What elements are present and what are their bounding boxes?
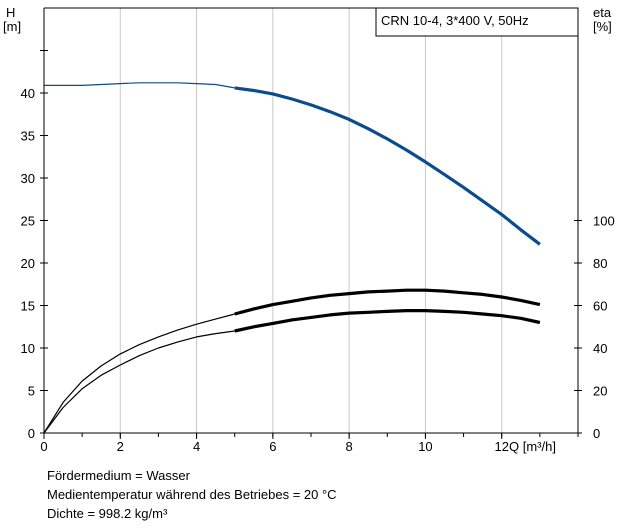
x-tick-label-10: 10 <box>418 439 432 454</box>
curve-0-operating-line <box>234 86 541 246</box>
grid-lines <box>119 8 503 433</box>
right-tick-label-100: 100 <box>593 214 615 229</box>
notes: Fördermedium = Wasser Medientemperatur w… <box>47 466 337 523</box>
x-tick-label-2: 2 <box>117 439 124 454</box>
left-tick-label-25: 25 <box>21 214 35 229</box>
plot-frame <box>43 7 579 434</box>
y-axis-left-title: H <box>6 5 15 20</box>
legend-box: CRN 10-4, 3*400 V, 50Hz <box>375 7 579 37</box>
x-tick-label-12: 12 <box>494 439 508 454</box>
left-axis-ticks: 0 5 10 15 20 25 30 35 40 <box>21 50 48 441</box>
curves <box>43 82 541 434</box>
x-tick-label-0: 0 <box>40 439 47 454</box>
curve-1-partload-line <box>43 313 235 434</box>
left-tick-label-20: 20 <box>21 256 35 271</box>
curve-1-operating-line <box>234 288 541 316</box>
left-tick-label-40: 40 <box>21 86 35 101</box>
right-tick-label-0: 0 <box>593 426 600 441</box>
curve-2-operating-line <box>234 309 541 333</box>
left-tick-label-0: 0 <box>28 426 35 441</box>
y-axis-right-title: eta <box>593 5 612 20</box>
y-axis-left-unit: [m] <box>3 19 21 34</box>
x-axis-title: Q [m³/h] <box>509 439 556 454</box>
note-temperature: Medientemperatur während des Betriebes =… <box>47 487 337 502</box>
left-tick-label-30: 30 <box>21 171 35 186</box>
right-tick-label-60: 60 <box>593 299 607 314</box>
x-tick-label-6: 6 <box>269 439 276 454</box>
x-tick-label-8: 8 <box>346 439 353 454</box>
y-axis-right-unit: [%] <box>593 19 612 34</box>
legend-text: CRN 10-4, 3*400 V, 50Hz <box>381 13 529 28</box>
note-density: Dichte = 998.2 kg/m³ <box>47 506 168 521</box>
x-tick-label-4: 4 <box>193 439 200 454</box>
left-tick-label-5: 5 <box>28 384 35 399</box>
right-tick-label-40: 40 <box>593 341 607 356</box>
right-tick-label-20: 20 <box>593 384 607 399</box>
left-tick-label-35: 35 <box>21 129 35 144</box>
curve-2-partload-line <box>43 330 235 434</box>
left-tick-label-15: 15 <box>21 299 35 314</box>
x-axis-ticks: 0 2 4 6 8 10 12 <box>40 433 579 454</box>
note-medium: Fördermedium = Wasser <box>47 468 190 483</box>
curve-0-partload-line <box>44 82 235 89</box>
left-tick-label-10: 10 <box>21 341 35 356</box>
right-tick-label-80: 80 <box>593 256 607 271</box>
right-axis-ticks: 0 20 40 60 80 100 <box>574 214 615 441</box>
